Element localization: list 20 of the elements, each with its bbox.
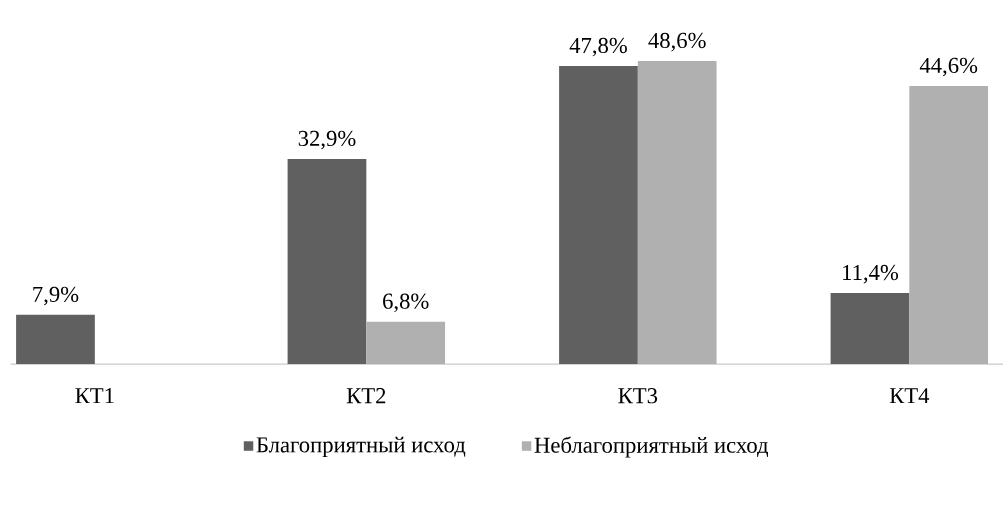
data-label: 44,6% xyxy=(919,58,978,77)
data-label: 32,9% xyxy=(298,130,356,150)
data-label: 6,8% xyxy=(383,293,429,313)
data-label: 48,6% xyxy=(648,33,706,52)
bar xyxy=(287,159,367,365)
bar xyxy=(366,321,446,365)
x-tick-label: КТ1 xyxy=(75,388,114,404)
data-label: 11,4% xyxy=(843,265,899,284)
data-label: 47,8% xyxy=(569,38,627,57)
bar xyxy=(559,66,638,365)
x-tick-label: КТ2 xyxy=(346,388,386,404)
legend-label: Неблагоприятный исход xyxy=(534,436,769,458)
legend-label: Благоприятный исход xyxy=(256,437,466,458)
bar xyxy=(16,315,95,365)
x-tick-label: КТ4 xyxy=(889,388,930,404)
bar xyxy=(830,293,910,365)
data-label: 7,9% xyxy=(33,286,79,306)
x-tick-label: КТ3 xyxy=(618,388,658,404)
bar xyxy=(909,86,989,365)
bar xyxy=(637,61,717,365)
